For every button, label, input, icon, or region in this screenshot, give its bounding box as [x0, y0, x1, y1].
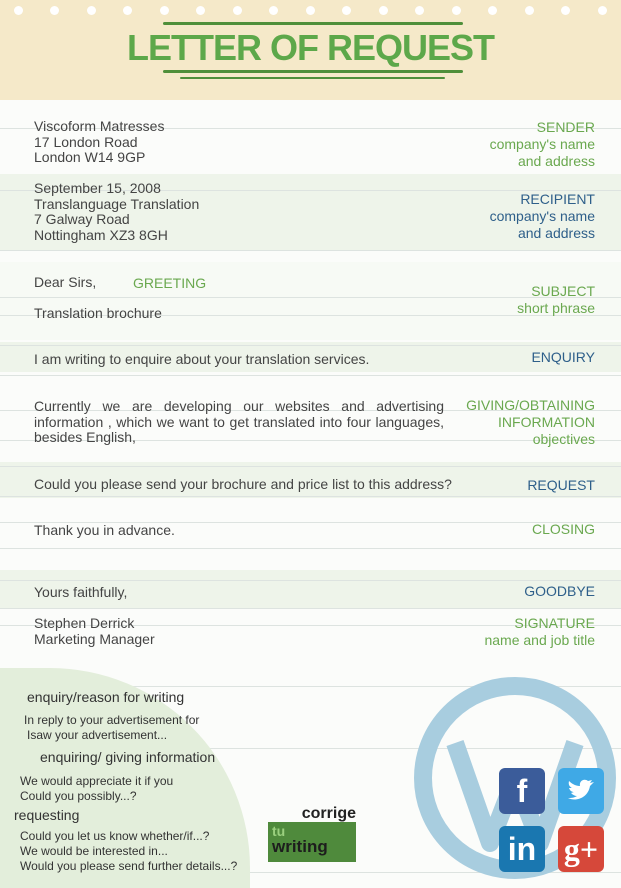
decorative-dots — [0, 6, 621, 16]
rule — [0, 625, 621, 626]
page-title: LETTER OF REQUEST — [126, 27, 495, 68]
rule — [0, 128, 621, 129]
signature-text: Stephen Derrick Marketing Manager — [34, 615, 155, 647]
rule — [0, 872, 621, 873]
header-banner — [0, 0, 621, 100]
recipient-address: September 15, 2008 Translanguage Translat… — [34, 180, 200, 243]
recipient-label: RECIPIENT company's name and address — [489, 191, 595, 241]
information-label: GIVING/OBTAINING INFORMATION objectives — [466, 397, 595, 447]
twitter-icon[interactable] — [558, 768, 604, 814]
phrases-enquiring: We would appreciate it if you Could you p… — [20, 774, 174, 803]
band — [0, 462, 621, 498]
rule — [0, 686, 621, 687]
information-text: Currently we are developing our websites… — [34, 398, 444, 445]
rule — [0, 190, 621, 191]
rule — [0, 345, 621, 346]
rule — [0, 375, 621, 376]
rule — [0, 580, 621, 581]
rule — [0, 548, 621, 549]
enquiry-label: ENQUIRY — [531, 349, 595, 365]
corrige-tu-writing-logo: corrige tu writing — [268, 806, 356, 862]
greeting-text: Dear Sirs, — [34, 274, 97, 290]
sender-address: Viscoform Matresses 17 London Road London … — [34, 118, 165, 165]
sender-label: SENDER company's name and address — [489, 119, 595, 169]
closing-label: CLOSING — [531, 521, 595, 537]
rule — [0, 297, 621, 298]
googleplus-icon[interactable]: g+ — [558, 826, 604, 872]
rule — [0, 748, 621, 749]
linkedin-icon[interactable]: in — [499, 826, 545, 872]
signature-label: SIGNATURE name and job title — [484, 615, 595, 648]
band — [0, 570, 621, 608]
goodbye-label: GOODBYE — [524, 583, 595, 599]
phrases-reason: In reply to your advertisement for Isaw y… — [24, 713, 200, 742]
twitter-bird-icon — [568, 779, 594, 800]
phrases-requesting: Could you let us know whether/if...? We w… — [20, 829, 238, 873]
enquiry-text: I am writing to enquire about your trans… — [34, 351, 370, 367]
band — [0, 262, 621, 340]
phrases-heading-enquiring: enquiring/ giving information — [40, 749, 216, 765]
closing-text: Thank you in advance. — [34, 522, 175, 538]
logo-block: tu writing — [268, 822, 356, 862]
subject-label: SUBJECT short phrase — [517, 283, 595, 316]
rule — [0, 496, 621, 497]
rule — [0, 466, 621, 467]
greeting-label: GREETING — [133, 275, 207, 291]
rule — [0, 522, 621, 523]
rule — [0, 250, 621, 251]
logo-line-1: corrige — [301, 805, 356, 822]
band — [0, 342, 621, 372]
phrases-heading-requesting: requesting — [14, 807, 80, 823]
request-label: REQUEST — [527, 477, 595, 493]
title-underline-top — [163, 22, 463, 25]
subject-text: Translation brochure — [34, 305, 162, 321]
band — [0, 174, 621, 250]
request-text: Could you please send your brochure and … — [34, 476, 452, 492]
rule — [0, 410, 621, 411]
title-underline-2 — [180, 77, 445, 79]
rule — [0, 440, 621, 441]
phrases-heading-reason: enquiry/reason for writing — [27, 689, 185, 705]
title-underline — [163, 70, 463, 73]
logo-line-3: writing — [272, 837, 328, 856]
rule — [0, 608, 621, 609]
facebook-icon[interactable]: f — [499, 768, 545, 814]
goodbye-text: Yours faithfully, — [34, 584, 128, 600]
logo-line-2: tu — [272, 823, 286, 839]
rule — [0, 315, 621, 316]
